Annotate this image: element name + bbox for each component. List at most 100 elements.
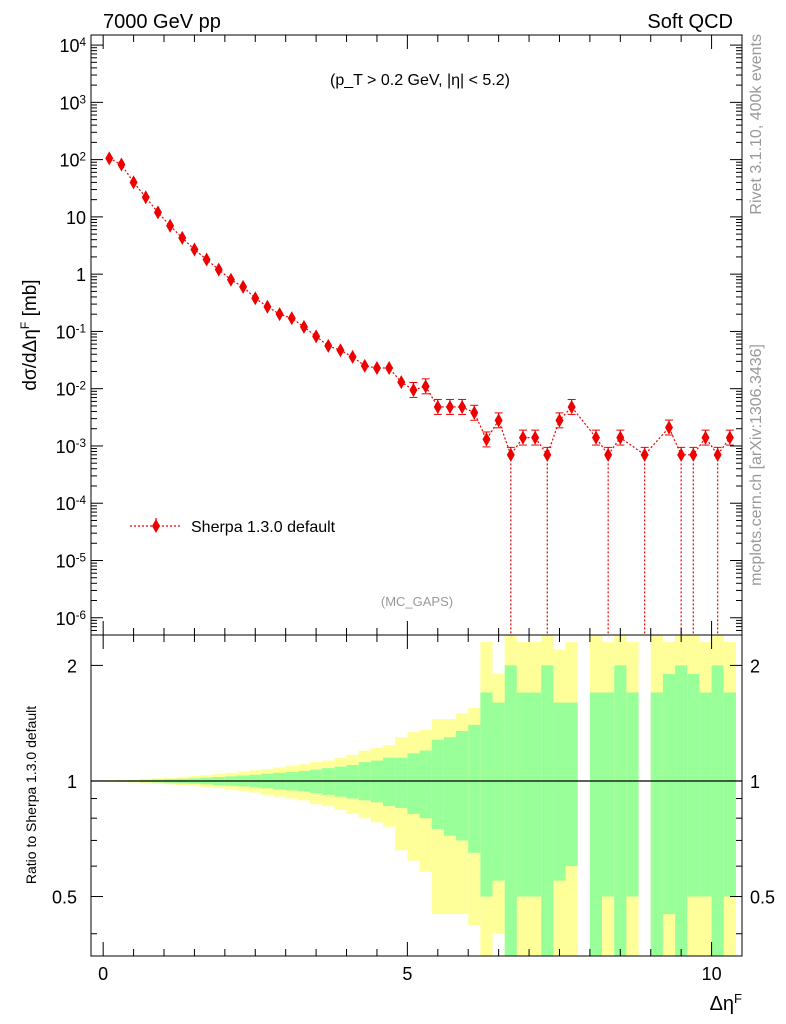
data-point xyxy=(251,291,260,306)
ratio-band-inner-bin xyxy=(334,766,347,797)
ratio-y-tick-label: 1 xyxy=(67,772,77,792)
ratio-band-inner-bin xyxy=(565,702,578,867)
y-tick-label: 10-3 xyxy=(56,436,86,457)
y-tick-label: 102 xyxy=(59,150,86,171)
y-tick-label: 10-6 xyxy=(56,608,86,629)
x-tick-label: 0 xyxy=(98,964,108,984)
data-point xyxy=(458,399,467,414)
legend-label: Sherpa 1.3.0 default xyxy=(191,519,336,536)
y-tick-label: 1 xyxy=(76,265,86,285)
analysis-label: (MC_GAPS) xyxy=(381,594,453,609)
y-tick-label: 10-2 xyxy=(56,379,86,400)
y-tick-label: 10 xyxy=(66,208,86,228)
data-point xyxy=(470,405,479,420)
data-point xyxy=(312,329,321,344)
data-point xyxy=(348,349,357,364)
ratio-plot-frame xyxy=(90,634,743,957)
data-point xyxy=(421,379,430,394)
data-point xyxy=(372,360,381,375)
ratio-band-inner-bin xyxy=(480,692,493,897)
data-point xyxy=(616,430,625,445)
data-point xyxy=(214,262,223,277)
legend-marker xyxy=(152,519,160,533)
y-tick-label: 10-1 xyxy=(56,322,86,343)
data-point xyxy=(591,430,600,445)
ratio-y-tick-label: 0.5 xyxy=(52,888,77,908)
series-line xyxy=(108,157,731,457)
data-point xyxy=(531,430,540,445)
data-point xyxy=(166,218,175,233)
ratio-plot-panel: 0.5 0.5 1 1 2 2 0 5 10 Ratio to Sherpa 1.3.0 def… xyxy=(23,634,775,1016)
main-plot-data xyxy=(105,151,734,635)
source-label: mcplots.cern.ch [arXiv:1306.3436] xyxy=(748,344,765,586)
data-point xyxy=(543,447,552,462)
y-tick-label: 103 xyxy=(59,93,86,114)
ratio-band-inner-bin xyxy=(529,692,542,897)
ratio-band-inner-bin xyxy=(541,665,554,956)
data-point xyxy=(202,252,211,267)
data-point xyxy=(555,413,564,428)
data-point xyxy=(190,242,199,257)
data-point xyxy=(129,175,138,190)
data-point xyxy=(299,319,308,334)
ratio-band-inner-bin xyxy=(553,702,566,881)
ratio-y-tick-label: 2 xyxy=(67,656,77,676)
main-plot-ticks: 10-6 10-5 10-4 10-3 10-2 10-1 1 10 102 103 104 xyxy=(56,35,742,635)
ratio-band-inner-bin xyxy=(650,692,663,956)
ratio-band-inner-bin xyxy=(395,757,408,809)
ratio-y-tick-label-right: 2 xyxy=(750,656,760,676)
data-point xyxy=(433,399,442,414)
data-point xyxy=(482,432,491,447)
ratio-y-tick-label-right: 0.5 xyxy=(750,888,775,908)
main-plot-panel: 10-6 10-5 10-4 10-3 10-2 10-1 1 10 102 103 104 (p_… xyxy=(18,34,743,636)
ratio-plot-ticks: 0.5 0.5 1 1 2 2 0 5 10 xyxy=(52,635,775,984)
data-point xyxy=(105,151,114,166)
ratio-band-inner-bin xyxy=(711,665,724,956)
process-label: Soft QCD xyxy=(647,11,733,33)
data-point xyxy=(506,447,515,462)
ratio-band-inner-bin xyxy=(589,692,603,956)
ratio-band-inner-bin xyxy=(419,750,432,819)
ratio-band-inner-bin xyxy=(626,692,639,897)
x-axis-label: ΔηF xyxy=(710,991,742,1016)
data-point xyxy=(324,338,333,353)
data-point xyxy=(518,430,527,445)
ratio-y-axis-label: Ratio to Sherpa 1.3.0 default xyxy=(23,706,39,884)
data-point xyxy=(287,311,296,326)
data-point xyxy=(178,230,187,245)
data-point xyxy=(409,382,418,397)
x-tick-label: 5 xyxy=(402,964,412,984)
ratio-y-tick-label-right: 1 xyxy=(750,772,760,792)
data-point xyxy=(664,420,673,435)
data-point xyxy=(604,447,613,462)
data-point xyxy=(640,447,649,462)
data-point xyxy=(713,447,722,462)
data-point xyxy=(239,279,248,294)
data-point xyxy=(567,399,576,414)
data-point xyxy=(117,157,126,172)
data-point xyxy=(360,358,369,373)
y-tick-label: 10-5 xyxy=(56,551,87,572)
ratio-band-inner-bin xyxy=(516,692,530,897)
data-point xyxy=(153,205,162,220)
ratio-band-inner-bin xyxy=(662,673,676,915)
ratio-band-inner-bin xyxy=(431,739,444,829)
data-point xyxy=(141,190,150,205)
data-point xyxy=(385,360,394,375)
ratio-band-inner-bin xyxy=(407,753,420,815)
ratio-band-inner-bin xyxy=(723,692,736,897)
rivet-version-label: Rivet 3.1.10, 400k events xyxy=(748,34,765,215)
ratio-band-inner-bin xyxy=(687,673,700,897)
ratio-band-inner-bin xyxy=(602,692,615,897)
y-tick-label: 104 xyxy=(59,36,86,57)
ratio-band-inner-bin xyxy=(614,665,627,956)
ratio-band-inner-bin xyxy=(346,765,359,799)
legend: Sherpa 1.3.0 default xyxy=(130,518,336,536)
data-point xyxy=(677,447,686,462)
data-point xyxy=(494,413,503,428)
ratio-band-inner-bin xyxy=(492,702,505,881)
energy-label: 7000 GeV pp xyxy=(103,11,221,33)
data-point xyxy=(689,447,698,462)
data-point xyxy=(226,272,235,287)
